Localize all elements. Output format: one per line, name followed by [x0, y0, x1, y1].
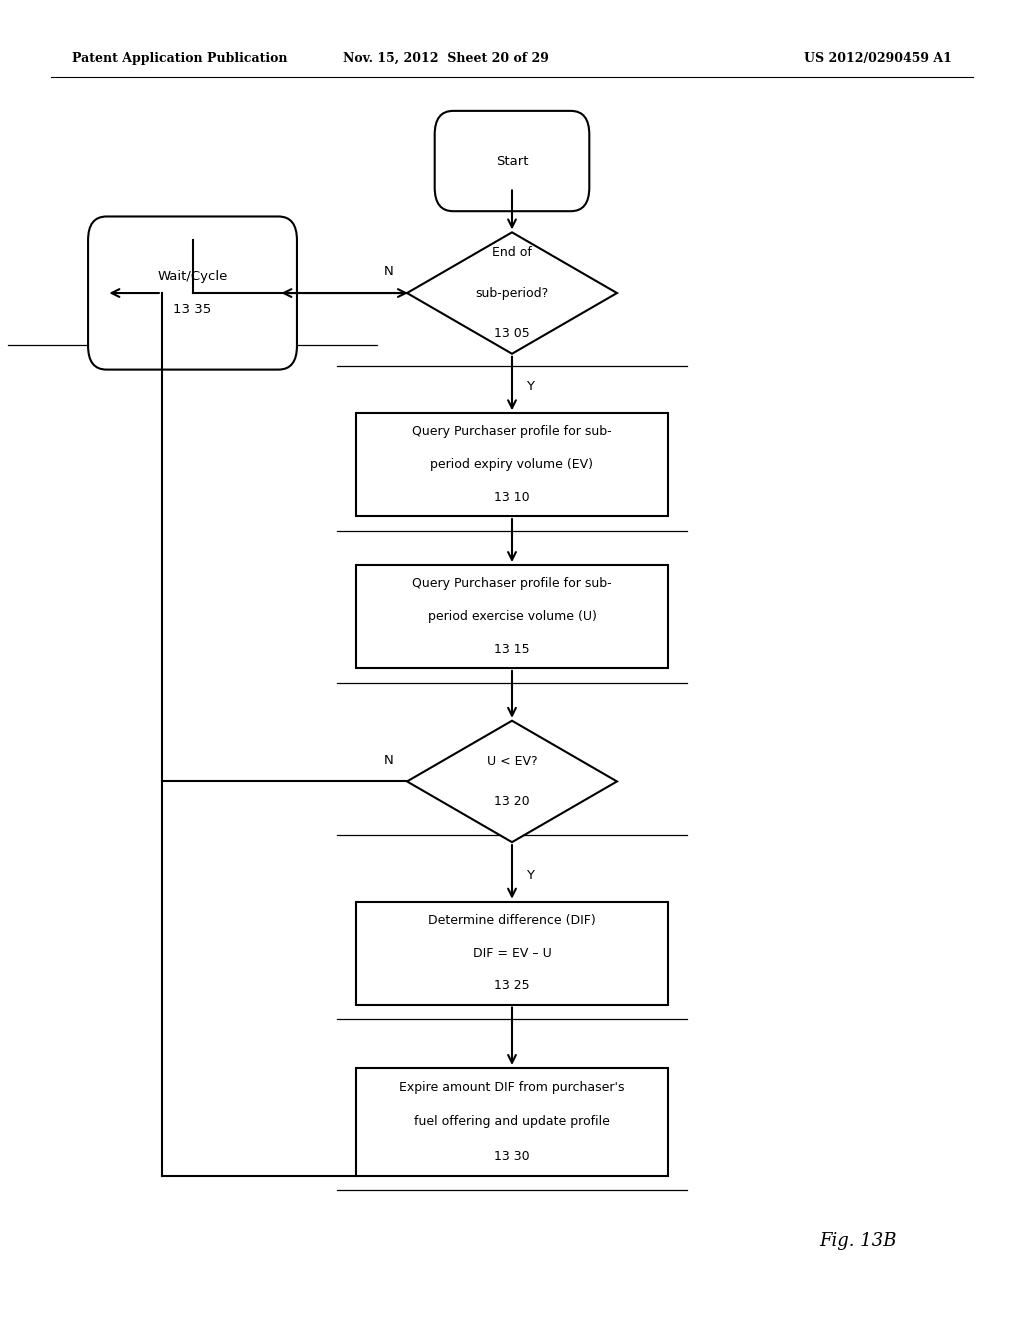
Text: N: N [384, 754, 393, 767]
Text: 13 05: 13 05 [495, 326, 529, 339]
Text: Fig. 13B: Fig. 13B [819, 1232, 897, 1250]
Text: Nov. 15, 2012  Sheet 20 of 29: Nov. 15, 2012 Sheet 20 of 29 [342, 51, 549, 65]
Text: period expiry volume (EV): period expiry volume (EV) [430, 458, 594, 471]
Text: sub-period?: sub-period? [475, 286, 549, 300]
Polygon shape [408, 721, 616, 842]
Text: Expire amount DIF from purchaser's: Expire amount DIF from purchaser's [399, 1081, 625, 1094]
Text: fuel offering and update profile: fuel offering and update profile [414, 1115, 610, 1129]
Text: 13 35: 13 35 [173, 304, 212, 317]
Text: DIF = EV – U: DIF = EV – U [473, 946, 551, 960]
Text: Y: Y [526, 869, 535, 882]
FancyBboxPatch shape [88, 216, 297, 370]
Polygon shape [408, 232, 616, 354]
Text: U < EV?: U < EV? [486, 755, 538, 768]
Bar [356, 413, 669, 516]
Text: 13 25: 13 25 [495, 979, 529, 993]
Bar [356, 902, 669, 1005]
Text: US 2012/0290459 A1: US 2012/0290459 A1 [805, 51, 952, 65]
Text: Wait/Cycle: Wait/Cycle [158, 269, 227, 282]
Text: period exercise volume (U): period exercise volume (U) [428, 610, 596, 623]
Text: 13 30: 13 30 [495, 1150, 529, 1163]
Bar [356, 565, 669, 668]
Text: Determine difference (DIF): Determine difference (DIF) [428, 913, 596, 927]
Text: End of: End of [493, 247, 531, 260]
FancyBboxPatch shape [434, 111, 590, 211]
Text: 13 15: 13 15 [495, 643, 529, 656]
Text: Start: Start [496, 154, 528, 168]
Text: Query Purchaser profile for sub-: Query Purchaser profile for sub- [413, 577, 611, 590]
Text: N: N [384, 265, 393, 279]
Text: Y: Y [526, 380, 535, 393]
Text: Query Purchaser profile for sub-: Query Purchaser profile for sub- [413, 425, 611, 438]
Text: Patent Application Publication: Patent Application Publication [72, 51, 287, 65]
Text: 13 10: 13 10 [495, 491, 529, 504]
Text: 13 20: 13 20 [495, 795, 529, 808]
Bar [356, 1068, 669, 1176]
